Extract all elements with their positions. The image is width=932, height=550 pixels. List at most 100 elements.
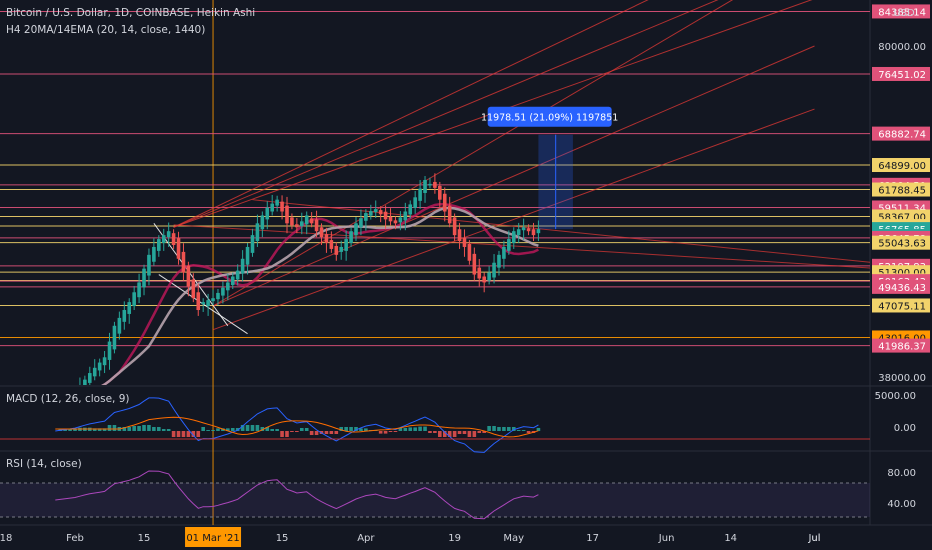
candle-body[interactable] [339, 246, 344, 252]
candle-body[interactable] [526, 228, 531, 232]
candle-body[interactable] [97, 362, 102, 371]
candle-body[interactable] [516, 229, 521, 236]
candle-body[interactable] [290, 217, 294, 226]
candle-body[interactable] [531, 229, 536, 236]
candle-body[interactable] [161, 235, 166, 244]
candle-body[interactable] [492, 262, 496, 278]
candle-body[interactable] [433, 181, 437, 188]
candle-body[interactable] [428, 183, 432, 186]
candle-body[interactable] [127, 302, 132, 314]
candle-body[interactable] [502, 246, 506, 259]
candle-body[interactable] [280, 201, 284, 212]
candle-body[interactable] [235, 270, 240, 280]
candle-body[interactable] [467, 244, 472, 261]
candle-body[interactable] [166, 231, 171, 238]
candle-body[interactable] [137, 282, 141, 298]
candle-body[interactable] [369, 211, 373, 216]
candle-body[interactable] [260, 215, 265, 230]
candle-body[interactable] [359, 218, 363, 228]
candle-body[interactable] [408, 204, 413, 215]
candle-body[interactable] [418, 188, 422, 201]
candle-body[interactable] [117, 317, 122, 334]
candle-body[interactable] [324, 234, 329, 244]
candle-body[interactable] [132, 292, 136, 307]
candle-body[interactable] [147, 254, 151, 276]
candle-body[interactable] [423, 179, 427, 193]
candle-body[interactable] [171, 233, 176, 245]
candle-body[interactable] [92, 367, 97, 377]
candle-body[interactable] [216, 292, 220, 300]
candle-body[interactable] [265, 207, 270, 220]
candle-body[interactable] [507, 239, 511, 251]
candle-body[interactable] [398, 217, 403, 223]
candle-body[interactable] [344, 239, 348, 251]
candle-body[interactable] [211, 298, 215, 302]
candle-body[interactable] [388, 216, 393, 222]
candle-body[interactable] [295, 224, 299, 228]
candle-body[interactable] [107, 341, 112, 360]
candle-body[interactable] [181, 251, 186, 273]
candle-body[interactable] [309, 218, 314, 224]
candle-body[interactable] [275, 199, 279, 206]
candle-body[interactable] [176, 238, 181, 259]
candle-body[interactable] [329, 240, 334, 249]
candle-body[interactable] [334, 245, 339, 255]
candle-body[interactable] [157, 239, 161, 251]
candle-body[interactable] [201, 302, 205, 305]
candle-body[interactable] [477, 267, 482, 279]
candle-body[interactable] [378, 210, 383, 215]
candle-body[interactable] [87, 373, 92, 383]
candle-body[interactable] [191, 279, 196, 299]
candle-body[interactable] [102, 357, 107, 366]
candle-body[interactable] [447, 205, 452, 224]
candle-body[interactable] [230, 276, 235, 286]
candle-body[interactable] [487, 272, 491, 281]
candle-body[interactable] [349, 231, 353, 244]
candle-body[interactable] [255, 223, 260, 242]
candle-body[interactable] [142, 268, 146, 288]
candle-body[interactable] [250, 235, 255, 253]
candle-body[interactable] [413, 197, 417, 208]
candle-body[interactable] [206, 300, 210, 307]
candle-body[interactable] [299, 221, 304, 227]
price-axis-label: 58367.00 [878, 212, 926, 223]
candle-body[interactable] [226, 282, 230, 291]
price-axis[interactable]: 88000.0084385.1480000.0076451.0268882.74… [872, 0, 930, 510]
candle-body[interactable] [393, 220, 398, 224]
candle-body[interactable] [221, 287, 225, 296]
candle-body[interactable] [383, 211, 388, 220]
candle-body[interactable] [521, 227, 526, 231]
candle-body[interactable] [112, 325, 117, 350]
candle-body[interactable] [438, 185, 442, 200]
candle-body[interactable] [152, 246, 156, 262]
candle-body[interactable] [403, 211, 408, 221]
candle-body[interactable] [240, 258, 245, 274]
candle-body[interactable] [83, 379, 87, 390]
candle-body[interactable] [511, 231, 516, 244]
candle-body[interactable] [270, 203, 274, 212]
candle-body[interactable] [462, 238, 467, 247]
candle-body[interactable] [364, 213, 368, 221]
candle-body[interactable] [186, 265, 191, 287]
candle-body[interactable] [497, 254, 501, 268]
candle-body[interactable] [536, 229, 541, 234]
candle-body[interactable] [482, 276, 486, 283]
candle-body[interactable] [442, 193, 447, 212]
candle-body[interactable] [373, 209, 378, 213]
candle-body[interactable] [314, 219, 319, 232]
channel-line [153, 223, 229, 327]
candle-body[interactable] [196, 292, 201, 311]
candle-body[interactable] [457, 229, 462, 242]
candle-body[interactable] [354, 223, 358, 236]
candle-body[interactable] [452, 217, 457, 236]
candle-body[interactable] [319, 227, 324, 238]
candle-body[interactable] [122, 310, 127, 322]
candle-body[interactable] [285, 205, 289, 224]
indicator-panes[interactable] [0, 397, 870, 520]
candle-body[interactable] [245, 246, 250, 265]
price-pane[interactable]: 11978.51 (21.09%) 1197851 [0, 0, 913, 414]
candle-body[interactable] [472, 253, 477, 275]
candle-body[interactable] [304, 215, 309, 225]
